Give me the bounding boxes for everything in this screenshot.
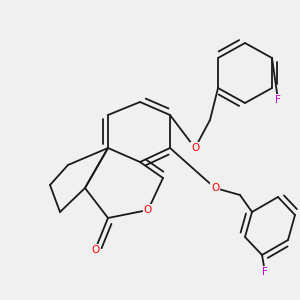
Text: F: F <box>262 267 268 277</box>
Text: O: O <box>91 245 99 255</box>
Text: O: O <box>191 143 199 153</box>
Text: F: F <box>275 95 281 105</box>
Text: O: O <box>144 205 152 215</box>
Text: O: O <box>211 183 219 193</box>
